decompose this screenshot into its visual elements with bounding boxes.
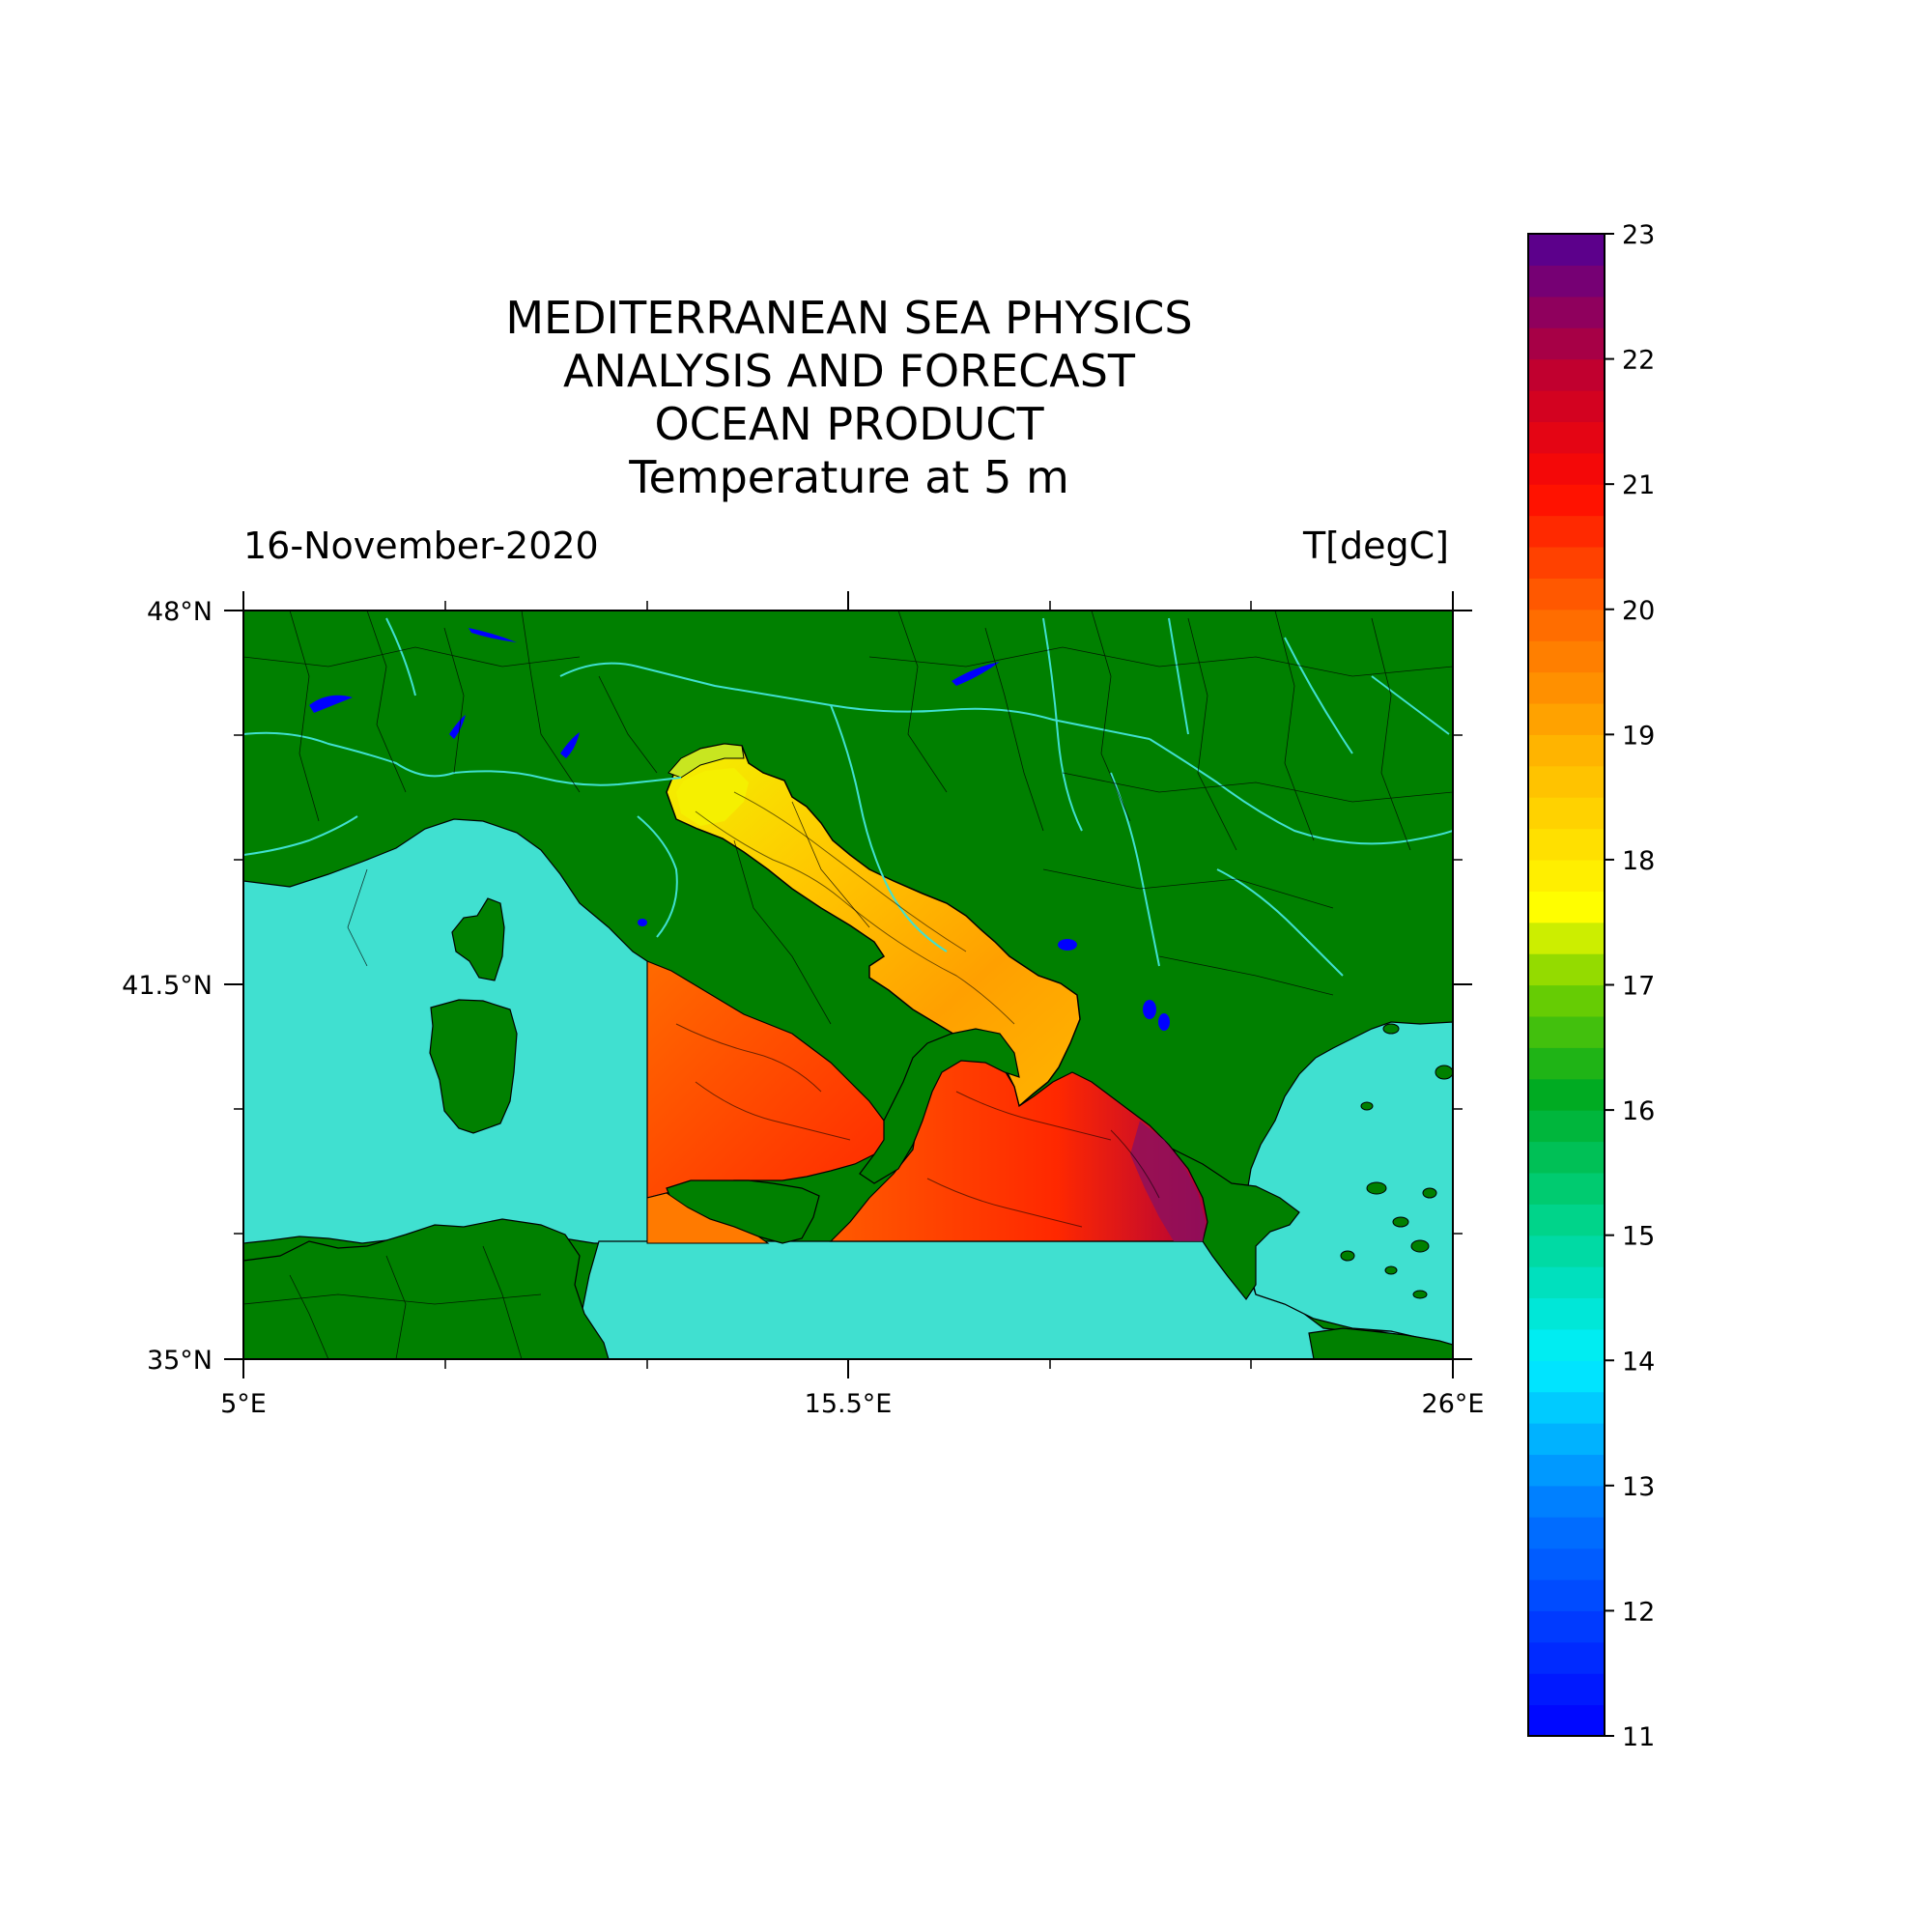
admin-boundaries — [243, 611, 1453, 1359]
north-adriatic-cool-zone — [668, 743, 745, 779]
colorbar-tick-label: 18 — [1622, 846, 1655, 876]
colorbar-tick-label: 11 — [1622, 1722, 1655, 1752]
aegean-islands — [1340, 1023, 1453, 1299]
colorbar-band — [1528, 1517, 1605, 1549]
colorbar-band — [1528, 671, 1605, 704]
colorbar-band — [1528, 891, 1605, 923]
crete-island — [1308, 1327, 1453, 1359]
colorbar-band — [1528, 1297, 1605, 1330]
colorbar-band — [1528, 358, 1605, 391]
colorbar-band — [1528, 1454, 1605, 1487]
title-line-2: ANALYSIS AND FORECAST — [562, 345, 1136, 397]
colorbar-band — [1528, 1204, 1605, 1236]
date-label: 16-November-2020 — [243, 525, 599, 567]
aegean-sea — [1240, 1021, 1453, 1349]
colorbar-band — [1528, 1391, 1605, 1424]
sicily-strait-sea — [646, 1192, 770, 1244]
colorbar-tick-label: 22 — [1622, 346, 1655, 376]
colorbar-band — [1528, 640, 1605, 673]
axis-ticks — [224, 591, 1472, 1378]
colorbar-band — [1528, 1704, 1605, 1737]
colorbar-tick-label: 16 — [1622, 1096, 1655, 1126]
colorbar-band — [1528, 1328, 1605, 1361]
lon-tick-label-west: 5°E — [220, 1389, 267, 1419]
colorbar-band — [1528, 1015, 1605, 1048]
colorbar-tick-labels: 23 22 21 20 19 18 17 16 15 14 13 12 11 — [1605, 220, 1655, 1752]
corsica-island — [451, 897, 505, 981]
colorbar-band — [1528, 1141, 1605, 1174]
unit-label: T[degC] — [1302, 525, 1449, 567]
colorbar-band — [1528, 1641, 1605, 1674]
colorbar-band — [1528, 327, 1605, 360]
title-line-3: OCEAN PRODUCT — [654, 398, 1044, 450]
adriatic-sea-temperature — [666, 743, 1081, 1108]
colorbar-band — [1528, 922, 1605, 954]
colorbar-band — [1528, 452, 1605, 485]
colorbar-band — [1528, 1673, 1605, 1706]
colorbar-band — [1528, 515, 1605, 548]
colorbar-band — [1528, 702, 1605, 735]
colorbar-band — [1528, 421, 1605, 454]
colorbar-band — [1528, 265, 1605, 298]
colorbar-band — [1528, 234, 1605, 266]
colorbar-band — [1528, 1485, 1605, 1518]
colorbar-tick-label: 19 — [1622, 721, 1655, 751]
colorbar-tick-label: 15 — [1622, 1222, 1655, 1252]
colorbar-band — [1528, 1047, 1605, 1080]
sardinia-island — [429, 999, 518, 1134]
lon-tick-label-center: 15.5°E — [805, 1389, 893, 1419]
colorbar-tick-label: 14 — [1622, 1347, 1655, 1377]
title-line-4: Temperature at 5 m — [629, 451, 1069, 503]
colorbar-band — [1528, 1423, 1605, 1456]
lat-tick-label-north: 48°N — [147, 597, 213, 627]
colorbar-band — [1528, 984, 1605, 1017]
north-adriatic-yellow-zone — [676, 768, 749, 826]
lat-tick-label-center: 41.5°N — [122, 971, 213, 1001]
lon-tick-label-east: 26°E — [1422, 1389, 1485, 1419]
colorbar-band — [1528, 734, 1605, 767]
colorbar-band — [1528, 953, 1605, 986]
ionian-warm-zone — [1130, 1121, 1206, 1241]
rivers — [243, 617, 1453, 977]
colorbar-band — [1528, 296, 1605, 328]
colorbar-band — [1528, 1548, 1605, 1580]
calabria-land — [859, 1028, 1020, 1184]
colorbar-tick-label: 17 — [1622, 972, 1655, 1002]
colorbar — [1527, 233, 1605, 1737]
colorbar-band — [1528, 389, 1605, 422]
lakes — [309, 628, 1170, 1031]
colorbar-band — [1528, 578, 1605, 611]
colorbar-tick-label: 21 — [1622, 470, 1655, 500]
colorbar-band — [1528, 859, 1605, 892]
chart-title: MEDITERRANEAN SEA PHYSICS ANALYSIS AND F… — [367, 292, 1331, 504]
axis-minor-ticks — [234, 601, 1463, 1369]
colorbar-band — [1528, 1266, 1605, 1299]
colorbar-tick-label: 20 — [1622, 596, 1655, 626]
colorbar-band — [1528, 1235, 1605, 1267]
map-area — [243, 611, 1453, 1359]
lat-tick-label-south: 35°N — [147, 1346, 213, 1376]
colorbar-band — [1528, 1360, 1605, 1393]
colorbar-band — [1528, 1172, 1605, 1205]
colorbar-band — [1528, 1579, 1605, 1612]
colorbar-band — [1528, 1110, 1605, 1143]
colorbar-band — [1528, 484, 1605, 517]
colorbar-tick-label: 12 — [1622, 1597, 1655, 1627]
colorbar-tick-label: 13 — [1622, 1472, 1655, 1502]
colorbar-band — [1528, 765, 1605, 798]
colorbar-band — [1528, 828, 1605, 861]
north-africa-land — [243, 1218, 610, 1359]
colorbar-band — [1528, 609, 1605, 641]
isotherm-contours — [675, 791, 1160, 1228]
colorbar-band — [1528, 546, 1605, 579]
colorbar-tick-label: 23 — [1622, 220, 1655, 250]
colorbar-band — [1528, 797, 1605, 830]
title-line-1: MEDITERRANEAN SEA PHYSICS — [505, 292, 1193, 344]
colorbar-band — [1528, 1078, 1605, 1111]
colorbar-band — [1528, 1610, 1605, 1643]
